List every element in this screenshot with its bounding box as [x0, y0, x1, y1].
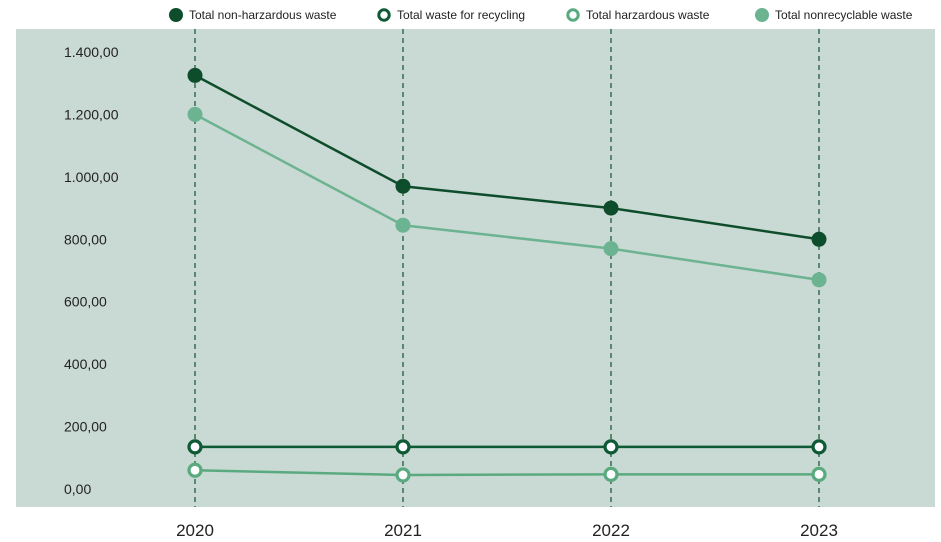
series-2 — [187, 462, 827, 483]
x-tick-label: 2022 — [592, 521, 630, 540]
y-tick-label: 0,00 — [64, 481, 91, 497]
x-axis-ticks: 2020 2021 2022 2023 — [176, 521, 838, 540]
legend-label: Total waste for recycling — [397, 8, 525, 22]
x-tick-label: 2021 — [384, 521, 422, 540]
data-point — [603, 200, 619, 216]
y-tick-label: 400,00 — [64, 356, 107, 372]
legend-marker — [377, 8, 391, 22]
data-point — [603, 439, 619, 455]
data-point — [811, 272, 827, 288]
legend-label: Total non-harzardous waste — [189, 8, 337, 22]
y-tick-label: 800,00 — [64, 231, 107, 247]
data-point — [603, 241, 619, 257]
series-line — [194, 74, 820, 241]
series-line — [194, 113, 820, 282]
data-point — [187, 439, 203, 455]
x-tick-label: 2023 — [800, 521, 838, 540]
x-tick-label: 2020 — [176, 521, 214, 540]
data-point — [395, 467, 411, 483]
y-axis-ticks: 0,00 200,00 400,00 600,00 800,00 1.000,00 1.20… — [64, 44, 119, 497]
data-point — [187, 106, 203, 122]
legend-label: Total harzardous waste — [586, 8, 710, 22]
grid-lines — [194, 29, 820, 507]
data-point — [811, 439, 827, 455]
data-point — [187, 462, 203, 478]
y-tick-label: 1.400,00 — [64, 44, 119, 60]
data-point — [603, 466, 619, 482]
series-1 — [187, 439, 827, 455]
y-tick-label: 600,00 — [64, 294, 107, 310]
legend: Total non-harzardous waste Total waste fo… — [169, 8, 913, 22]
plot-background — [16, 29, 935, 507]
y-tick-label: 1.000,00 — [64, 169, 119, 185]
data-point — [187, 67, 203, 83]
data-point — [395, 178, 411, 194]
data-point — [395, 439, 411, 455]
legend-label: Total nonrecyclable waste — [775, 8, 913, 22]
series-0 — [187, 67, 827, 247]
legend-marker — [169, 8, 183, 22]
series-3 — [187, 106, 827, 288]
y-tick-label: 200,00 — [64, 419, 107, 435]
legend-marker — [566, 8, 580, 22]
y-tick-label: 1.200,00 — [64, 106, 119, 122]
data-point — [811, 466, 827, 482]
series-line — [194, 469, 819, 477]
data-point — [811, 231, 827, 247]
legend-marker — [755, 8, 769, 22]
data-point — [395, 217, 411, 233]
series-group — [187, 67, 827, 483]
